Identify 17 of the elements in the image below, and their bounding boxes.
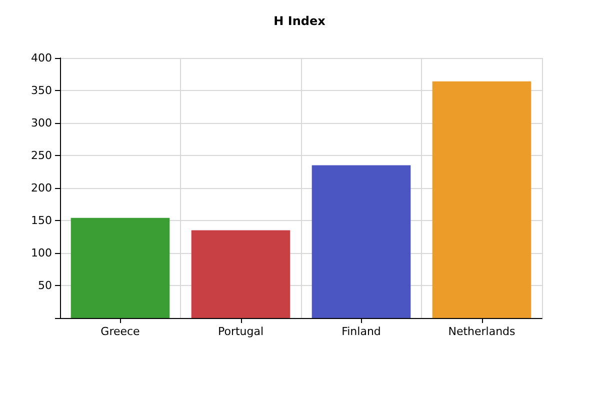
bar [432,81,532,318]
y-tick-label: 50 [38,279,52,292]
y-tick-label: 100 [31,246,52,260]
y-tick-label: 350 [31,84,52,97]
bar [191,230,290,318]
y-tick-label: 300 [31,116,52,130]
y-tick-label: 400 [31,52,52,64]
bar [70,218,170,318]
chart-title: H Index [274,14,326,28]
x-tick-label: Netherlands [448,325,516,338]
x-tick-label: Greece [100,325,140,338]
y-tick-label: 250 [31,149,52,162]
bar [312,165,411,318]
x-tick-label: Portugal [218,325,264,338]
y-tick-label: 150 [31,214,52,227]
x-tick-label: Finland [342,325,381,338]
y-tick-label: 200 [31,182,52,194]
